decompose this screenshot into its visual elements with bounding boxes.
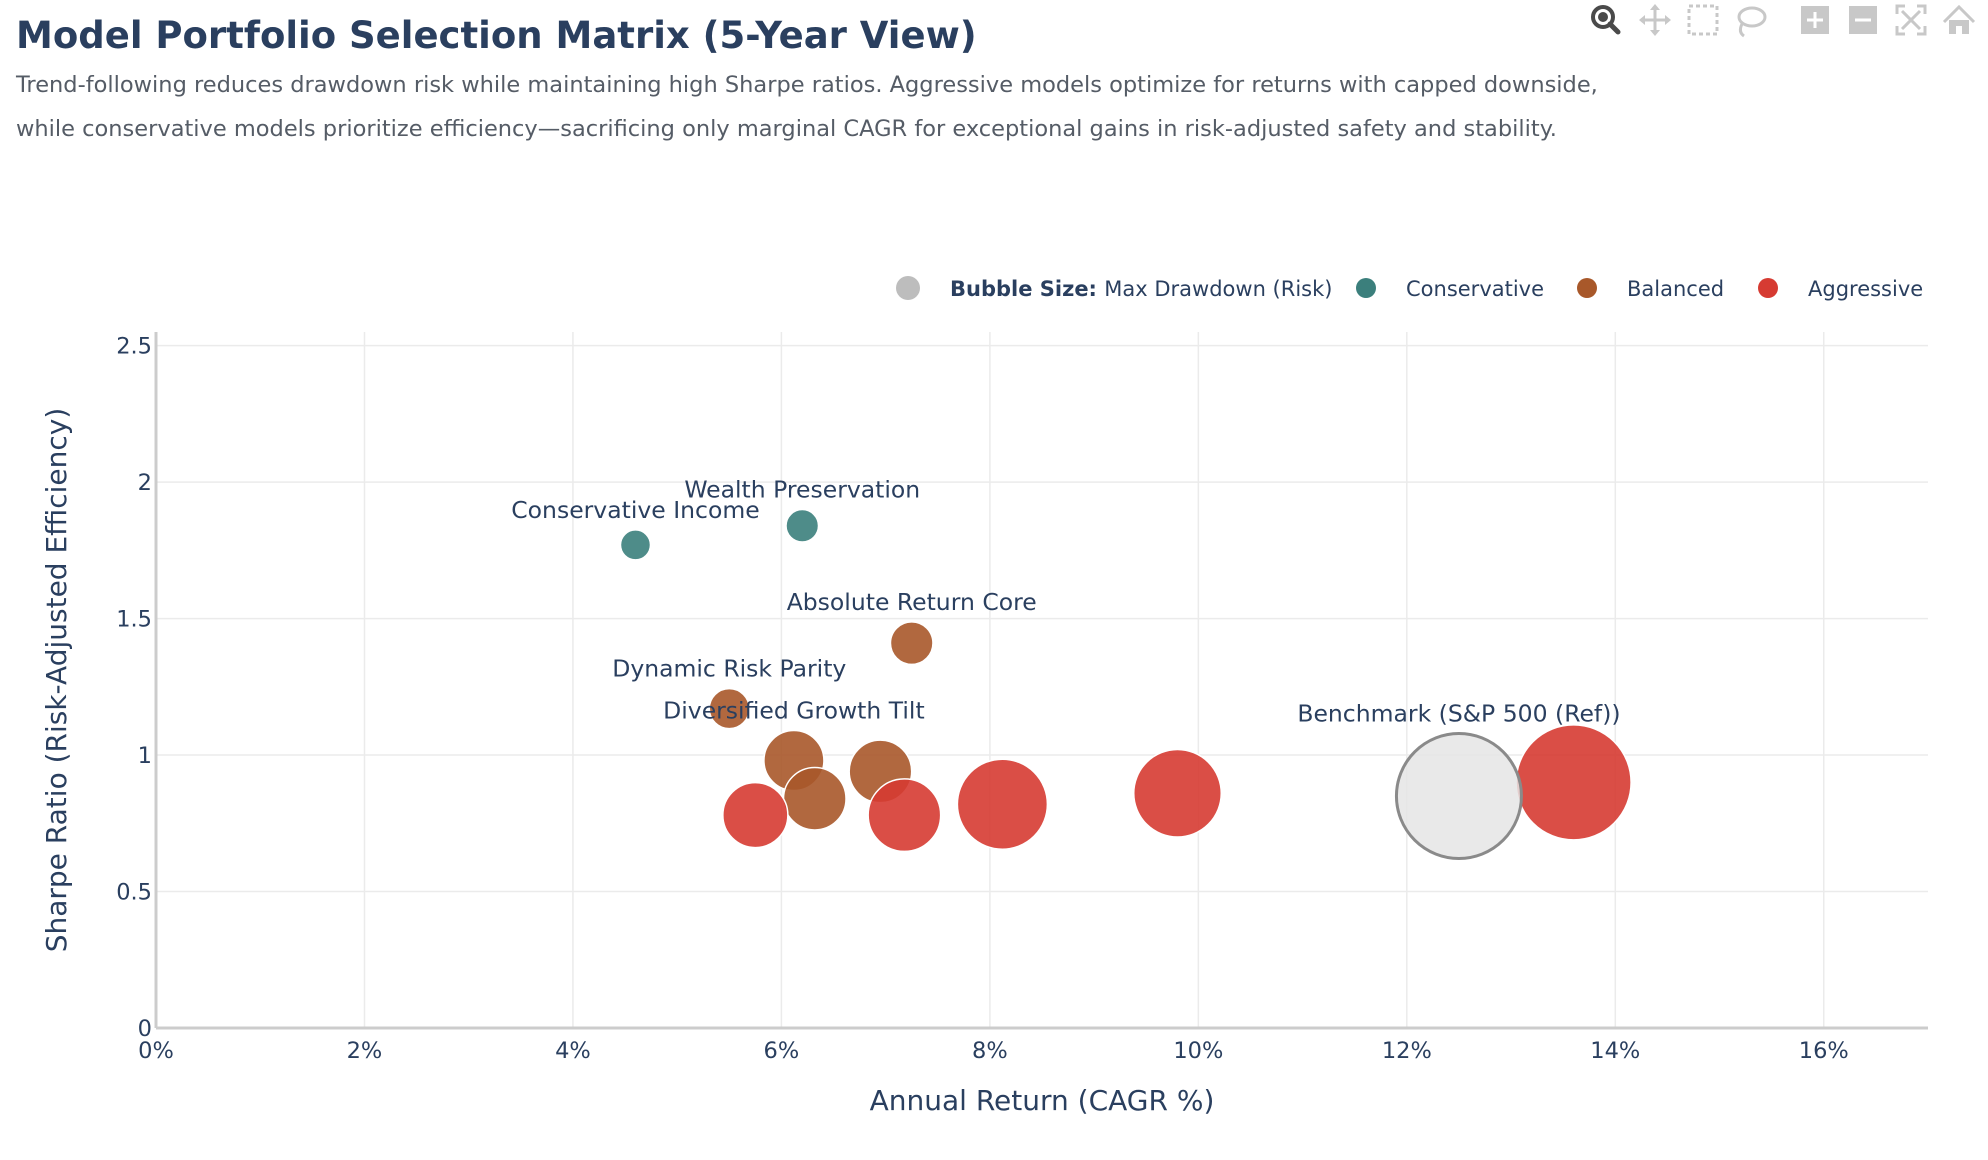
legend-size-label-text: Max Drawdown (Risk) (1104, 277, 1332, 301)
reset-axes-icon[interactable] (1942, 4, 1976, 34)
point-label-benchmark-s-p-500-ref: Benchmark (S&P 500 (Ref)) (1297, 700, 1620, 728)
x-tick-label: 8% (972, 1038, 1008, 1064)
y-tick-label: 0.5 (116, 880, 152, 906)
bubble-aggressive[interactable] (867, 778, 942, 853)
zoom-in-icon[interactable] (1801, 6, 1829, 34)
legend-item-aggressive[interactable]: Aggressive (1808, 277, 1923, 301)
y-tick-label: 2.5 (116, 334, 152, 360)
bubble-balanced[interactable] (708, 687, 751, 730)
x-tick-label: 4% (555, 1038, 591, 1064)
legend-swatch-balanced (1577, 278, 1597, 298)
chart-subtitle-line-1: Trend-following reduces drawdown risk wh… (16, 72, 1598, 98)
chart-subtitle-line-2: while conservative models prioritize eff… (16, 116, 1557, 142)
modebar (1591, 4, 1976, 38)
legend-swatch-size (896, 276, 920, 300)
point-label-wealth-preservation: Wealth Preservation (684, 476, 920, 504)
legend-swatch-aggressive (1758, 278, 1778, 298)
box-select-icon[interactable] (1687, 4, 1719, 36)
chart-title: Model Portfolio Selection Matrix (5-Year… (16, 14, 977, 57)
x-tick-label: 16% (1799, 1038, 1849, 1064)
bubble-benchmark[interactable] (1394, 732, 1523, 860)
legend: Bubble Size: Max Drawdown (Risk) Conserva… (896, 276, 1923, 301)
legend-size-label-bold: Bubble Size: (950, 277, 1104, 301)
point-label-diversified-growth-tilt: Diversified Growth Tilt (663, 697, 925, 725)
zoom-icon[interactable] (1591, 5, 1621, 35)
bubble-balanced[interactable] (782, 766, 847, 831)
point-label-conservative-income: Conservative Income (511, 496, 759, 524)
bubble-aggressive[interactable] (1515, 724, 1632, 841)
legend-item-balanced[interactable]: Balanced (1627, 277, 1724, 301)
autoscale-icon[interactable] (1895, 4, 1927, 36)
point-label-absolute-return-core: Absolute Return Core (787, 588, 1037, 616)
pan-icon[interactable] (1639, 4, 1671, 36)
bubble-balanced[interactable] (889, 621, 934, 666)
lasso-select-icon[interactable] (1737, 6, 1767, 38)
bubble-aggressive[interactable] (956, 758, 1049, 850)
bubble-conservative[interactable] (619, 529, 652, 561)
bubble-conservative[interactable] (785, 508, 820, 543)
y-tick-label: 1 (138, 743, 152, 769)
bubble-aggressive[interactable] (1133, 748, 1223, 838)
data-points[interactable] (619, 508, 1632, 860)
axes: 0% 2% 4% 6% 8% 10% 12% 14% 16% 0 0.5 1 1.5 2 2.5 (116, 332, 1928, 1064)
y-tick-label: 1.5 (116, 607, 152, 633)
x-tick-label: 12% (1382, 1038, 1432, 1064)
bubble-aggressive[interactable] (722, 781, 789, 849)
y-tick-label: 0 (138, 1016, 152, 1042)
zoom-out-icon[interactable] (1849, 6, 1877, 34)
x-tick-label: 10% (1173, 1038, 1223, 1064)
x-tick-label: 6% (764, 1038, 800, 1064)
legend-swatch-conservative (1356, 278, 1376, 298)
grid (156, 332, 1928, 1028)
x-axis-title: Annual Return (CAGR %) (870, 1084, 1215, 1117)
x-tick-label: 0% (138, 1038, 174, 1064)
x-tick-label: 14% (1590, 1038, 1640, 1064)
point-label-dynamic-risk-parity: Dynamic Risk Parity (612, 655, 846, 683)
x-tick-label: 2% (347, 1038, 383, 1064)
legend-item-conservative[interactable]: Conservative (1406, 277, 1544, 301)
legend-size-label: Bubble Size: Max Drawdown (Risk) (950, 277, 1332, 301)
y-axis-title: Sharpe Ratio (Risk-Adjusted Efficiency) (40, 408, 73, 953)
y-tick-label: 2 (138, 470, 152, 496)
